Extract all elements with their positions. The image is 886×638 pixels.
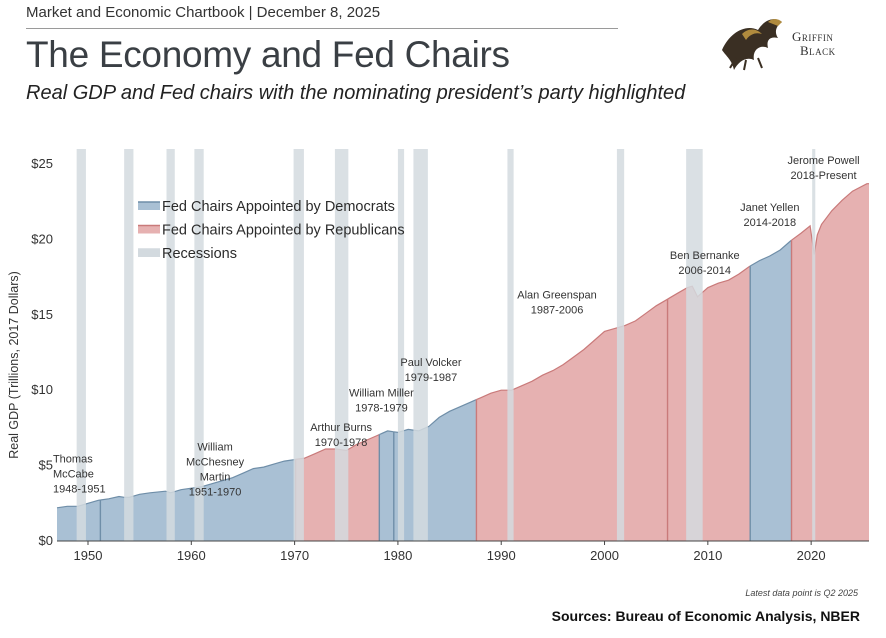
recession-band-10: [686, 149, 703, 541]
recession-band-7: [413, 149, 428, 541]
legend-swatch-recession: [138, 249, 160, 257]
footnote: Latest data point is Q2 2025: [745, 588, 858, 598]
chair-label: Arthur Burns: [310, 422, 372, 434]
recession-band-5: [334, 149, 349, 541]
logo-line2: Black: [800, 43, 836, 58]
chair-label: McCabe: [53, 469, 94, 481]
chair-label: 1948-1951: [53, 484, 106, 496]
chair-label: 1951-1970: [189, 487, 242, 499]
recession-band-6: [397, 149, 405, 541]
chair-label: 1970-1978: [315, 437, 368, 449]
y-tick-label: $20: [31, 231, 53, 246]
recession-band-11: [812, 149, 816, 541]
logo-line1: Griffin: [792, 29, 834, 44]
y-axis-label: Real GDP (Trillions, 2017 Dollars): [7, 271, 21, 459]
chair-label: Alan Greenspan: [517, 289, 597, 301]
recession-band-0: [76, 149, 86, 541]
chair-label: 1978-1979: [355, 402, 408, 414]
x-tick-label: 1990: [487, 548, 516, 563]
chair-label: William: [197, 442, 232, 454]
chair-label: Thomas: [53, 454, 93, 466]
chair-area-8: [791, 183, 869, 541]
chair-label: 2006-2014: [678, 265, 731, 277]
legend-label-republican: Fed Chairs Appointed by Republicans: [162, 223, 405, 239]
recession-band-3: [194, 149, 204, 541]
chair-label: Martin: [200, 472, 231, 484]
gdp-chart: $0 $5 $10 $15 $20 $25 1950 1960 1970 1980 1990 2000…: [7, 149, 869, 563]
header-rule: [26, 28, 618, 29]
chartbook-line: Market and Economic Chartbook | December…: [26, 4, 381, 21]
recession-band-4: [293, 149, 304, 541]
chair-line-5: [476, 298, 668, 401]
y-tick-label: $15: [31, 307, 53, 322]
recession-band-8: [507, 149, 514, 541]
x-tick-label: 2020: [797, 548, 826, 563]
legend-swatch-republican: [138, 225, 160, 234]
x-tick-label: 2010: [693, 548, 722, 563]
y-tick-label: $5: [39, 458, 53, 473]
logo-text: Griffin Black: [792, 30, 836, 58]
griffin-icon: [722, 19, 782, 71]
chair-area-5: [476, 299, 668, 541]
recession-band-1: [124, 149, 134, 541]
chair-line-6: [667, 265, 751, 300]
recession-band-2: [166, 149, 175, 541]
y-tick-label: $10: [31, 382, 53, 397]
chair-label: Ben Bernanke: [670, 250, 740, 262]
chair-line-7: [749, 239, 792, 267]
page-title: The Economy and Fed Chairs: [26, 34, 510, 75]
page-subtitle: Real GDP and Fed chairs with the nominat…: [26, 82, 686, 104]
x-tick-label: 1970: [280, 548, 309, 563]
chair-line-3: [379, 430, 394, 436]
y-tick-label: $0: [39, 533, 53, 548]
chair-label: Janet Yellen: [740, 202, 799, 214]
chair-label: Jerome Powell: [787, 155, 859, 167]
legend-label-democrat: Fed Chairs Appointed by Democrats: [162, 199, 395, 215]
source-line: Sources: Bureau of Economic Analysis, NB…: [551, 608, 860, 624]
x-tick-label: 1980: [383, 548, 412, 563]
chair-area-6: [667, 266, 751, 541]
x-tick-label: 1960: [177, 548, 206, 563]
x-tick-label: 1950: [74, 548, 103, 563]
chair-area-7: [750, 240, 792, 541]
recession-band-9: [616, 149, 625, 541]
y-tick-label: $25: [31, 156, 53, 171]
x-tick-label: 2000: [590, 548, 619, 563]
legend-label-recession: Recessions: [162, 246, 237, 262]
chair-label: McChesney: [186, 457, 245, 469]
chair-label: 2014-2018: [744, 217, 797, 229]
chair-area-3: [379, 430, 394, 541]
chair-label: Paul Volcker: [400, 357, 461, 369]
chair-label: 1987-2006: [531, 304, 584, 316]
chair-line-8: [791, 183, 869, 255]
chair-label: William Miller: [349, 387, 414, 399]
chair-label: 1979-1987: [405, 372, 458, 384]
legend-swatch-democrat: [138, 202, 160, 210]
chair-label: 2018-Present: [791, 170, 857, 182]
